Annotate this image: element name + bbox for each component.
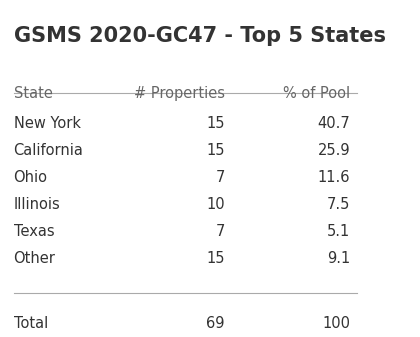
Text: 100: 100 — [322, 316, 350, 331]
Text: Illinois: Illinois — [13, 197, 60, 212]
Text: 7.5: 7.5 — [327, 197, 350, 212]
Text: 25.9: 25.9 — [318, 143, 350, 158]
Text: Other: Other — [13, 250, 55, 266]
Text: % of Pool: % of Pool — [283, 87, 350, 101]
Text: 15: 15 — [206, 250, 225, 266]
Text: 10: 10 — [206, 197, 225, 212]
Text: # Properties: # Properties — [134, 87, 225, 101]
Text: State: State — [13, 87, 52, 101]
Text: 15: 15 — [206, 143, 225, 158]
Text: Ohio: Ohio — [13, 170, 47, 185]
Text: 40.7: 40.7 — [318, 116, 350, 131]
Text: GSMS 2020-GC47 - Top 5 States: GSMS 2020-GC47 - Top 5 States — [13, 26, 386, 46]
Text: New York: New York — [13, 116, 81, 131]
Text: Total: Total — [13, 316, 48, 331]
Text: 5.1: 5.1 — [327, 224, 350, 239]
Text: California: California — [13, 143, 84, 158]
Text: 11.6: 11.6 — [318, 170, 350, 185]
Text: 7: 7 — [215, 224, 225, 239]
Text: Texas: Texas — [13, 224, 54, 239]
Text: 69: 69 — [206, 316, 225, 331]
Text: 15: 15 — [206, 116, 225, 131]
Text: 7: 7 — [215, 170, 225, 185]
Text: 9.1: 9.1 — [327, 250, 350, 266]
